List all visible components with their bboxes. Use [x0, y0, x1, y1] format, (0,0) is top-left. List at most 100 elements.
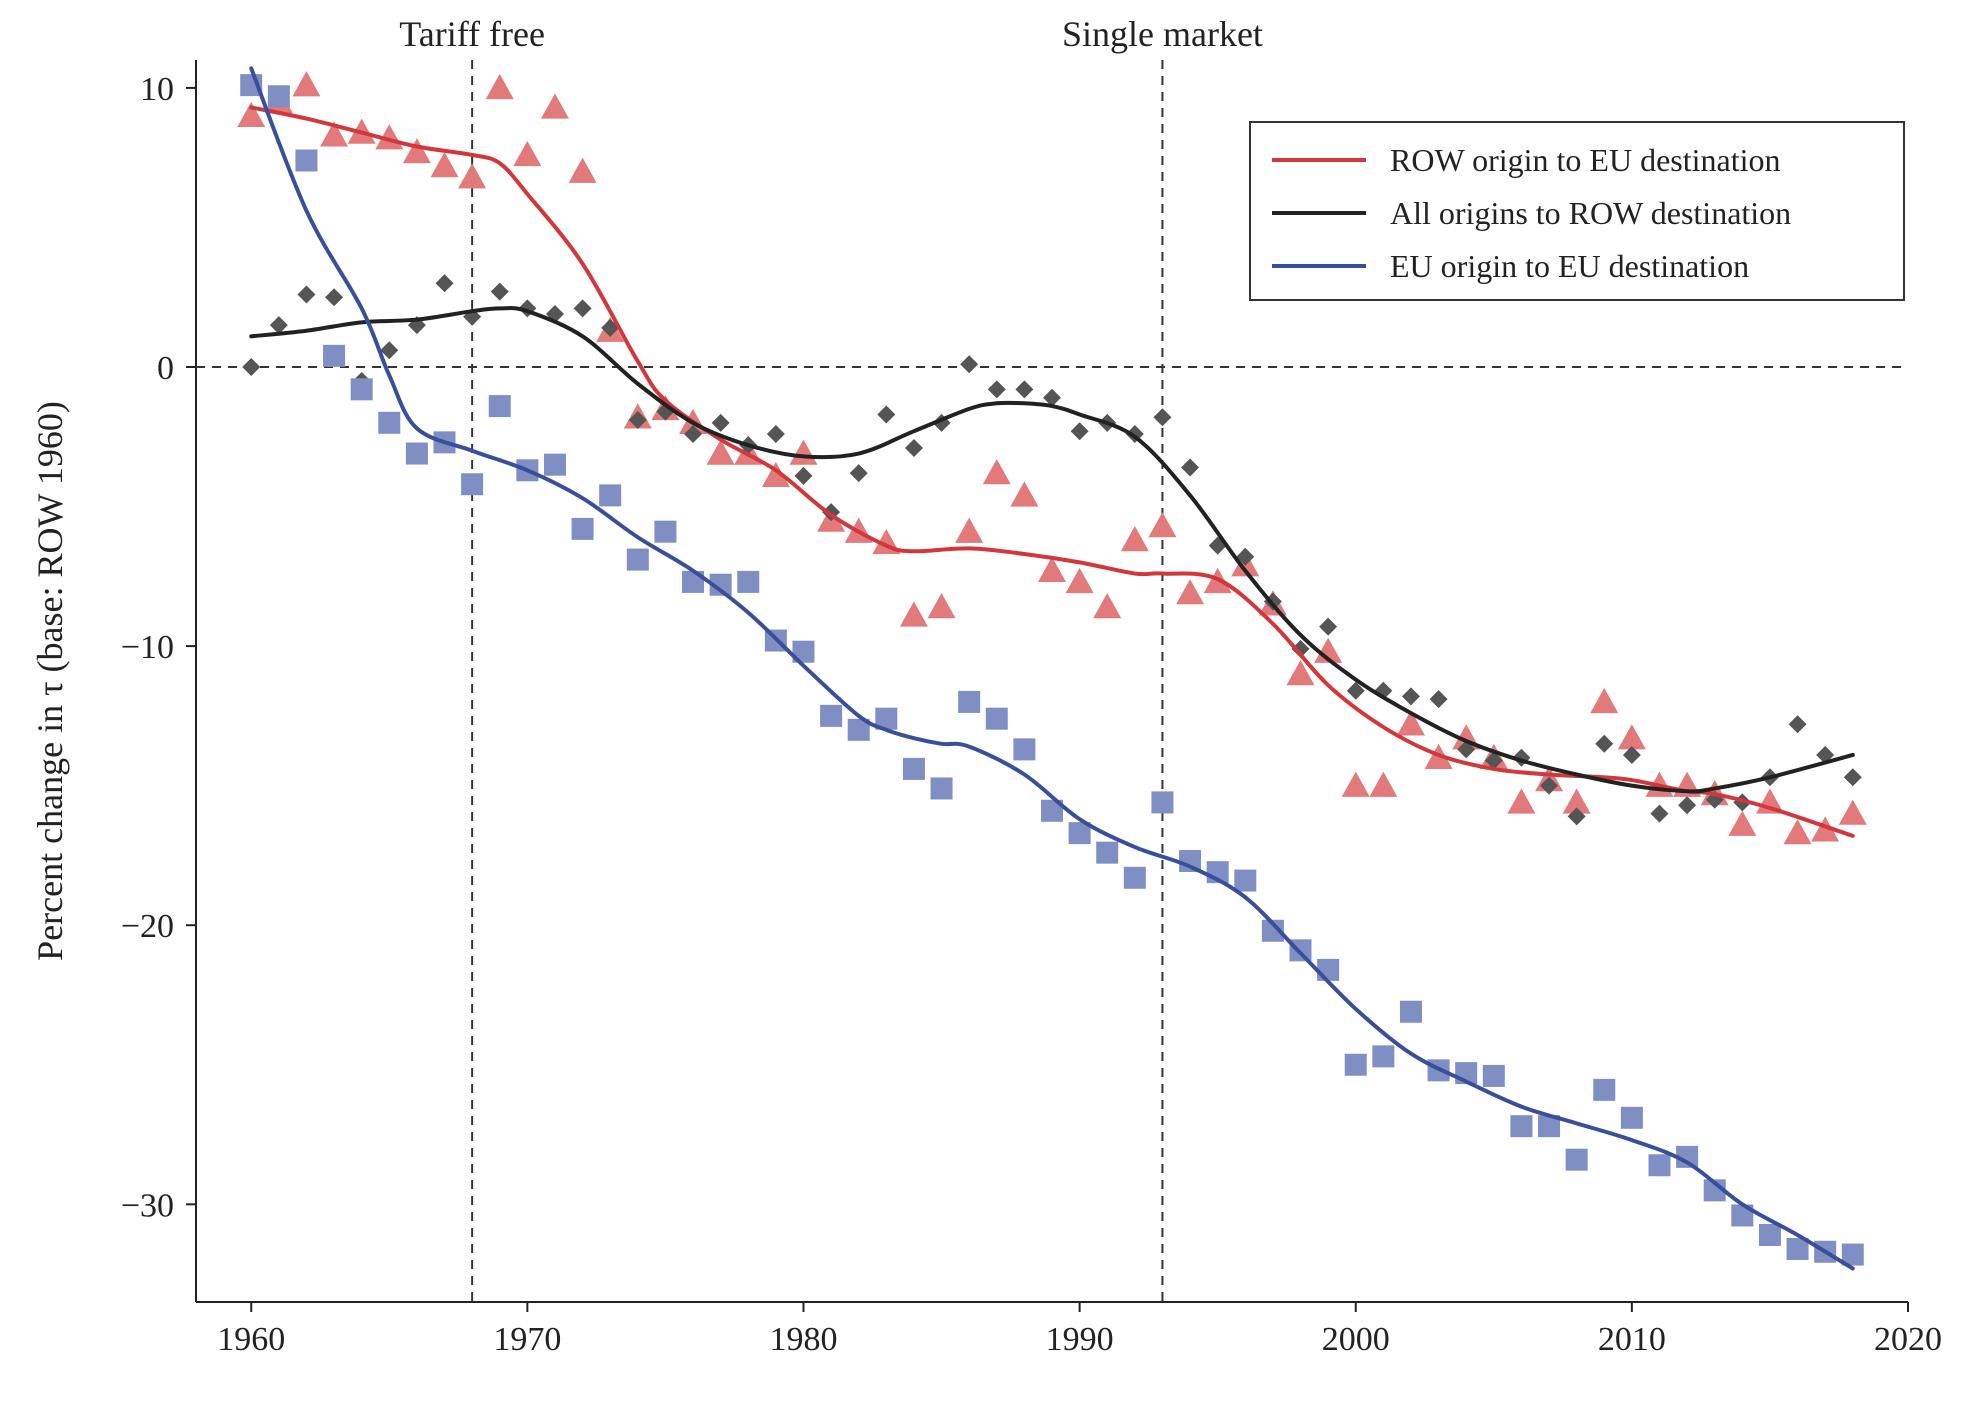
point-diamond	[1567, 807, 1586, 826]
point-diamond	[1153, 408, 1172, 427]
point-diamond	[1595, 734, 1614, 753]
x-tick-label: 2010	[1598, 1321, 1666, 1358]
point-triangle	[1369, 771, 1398, 797]
point-square	[626, 548, 649, 571]
point-square	[930, 777, 953, 800]
point-square	[599, 484, 622, 507]
point-diamond	[325, 288, 344, 307]
point-triangle	[1065, 567, 1094, 594]
point-triangle	[1783, 819, 1812, 845]
y-tick-label: 0	[157, 350, 174, 387]
point-square	[1786, 1237, 1809, 1260]
x-tick-label: 1980	[769, 1321, 837, 1358]
point-diamond	[1291, 639, 1310, 658]
trend-line-series-0	[249, 105, 1855, 838]
point-square	[1261, 919, 1284, 942]
point-diamond	[1484, 751, 1503, 770]
point-diamond	[1622, 745, 1641, 764]
legend: ROW origin to EU destination All origins …	[1249, 121, 1905, 301]
point-triangle	[1176, 579, 1205, 605]
point-diamond	[1181, 458, 1200, 477]
point-square	[1758, 1224, 1781, 1247]
point-triangle	[706, 439, 735, 465]
point-triangle	[1341, 771, 1370, 797]
point-square	[1234, 869, 1257, 892]
point-diamond	[1015, 380, 1034, 399]
y-tick-label: −10	[121, 629, 174, 666]
legend-label: ROW origin to EU destination	[1390, 142, 1780, 178]
point-diamond	[1401, 687, 1420, 706]
point-square	[1676, 1145, 1699, 1168]
point-square	[405, 442, 428, 465]
point-square	[737, 570, 760, 593]
point-square	[1041, 799, 1063, 822]
point-square	[1565, 1148, 1588, 1171]
point-square	[295, 149, 318, 172]
legend-label: EU origin to EU destination	[1390, 248, 1749, 284]
point-diamond	[766, 424, 785, 443]
point-square	[654, 520, 677, 543]
point-triangle	[1396, 710, 1425, 736]
point-diamond	[1429, 690, 1448, 709]
y-tick-label: 10	[140, 71, 174, 108]
point-triangle	[1562, 788, 1591, 814]
point-square	[323, 344, 346, 367]
y-tick-label: −20	[121, 908, 174, 945]
point-triangle	[1010, 481, 1039, 507]
x-tick-label: 1960	[217, 1321, 285, 1358]
point-diamond	[794, 466, 813, 485]
point-diamond	[711, 413, 730, 432]
point-diamond	[1678, 796, 1697, 815]
point-diamond	[1650, 804, 1669, 823]
point-diamond	[684, 424, 703, 443]
point-diamond	[877, 405, 896, 424]
point-square	[1013, 738, 1036, 761]
point-square	[875, 707, 898, 730]
point-triangle	[1314, 637, 1343, 663]
point-diamond	[849, 464, 868, 483]
point-diamond	[1788, 715, 1807, 734]
trend-line-series-2	[249, 66, 1855, 1271]
point-triangle	[1838, 799, 1867, 825]
point-triangle	[927, 593, 956, 619]
point-square	[1841, 1243, 1864, 1266]
point-diamond	[987, 380, 1006, 399]
point-triangle	[1093, 593, 1122, 619]
x-tick-label: 2020	[1874, 1321, 1942, 1358]
point-square	[1593, 1078, 1616, 1101]
point-square	[1372, 1045, 1395, 1068]
point-triangle	[458, 163, 487, 189]
point-diamond	[242, 358, 261, 377]
point-square	[792, 640, 815, 663]
point-triangle	[1507, 788, 1536, 814]
point-diamond	[297, 285, 316, 304]
point-square	[902, 757, 925, 780]
point-triangle	[1148, 512, 1177, 538]
point-diamond	[380, 341, 399, 360]
point-diamond	[1236, 547, 1255, 566]
point-diamond	[1540, 776, 1559, 795]
point-square	[1648, 1154, 1671, 1177]
point-triangle	[1590, 687, 1619, 714]
point-square	[1538, 1115, 1561, 1138]
point-diamond	[1346, 681, 1365, 700]
point-square	[378, 411, 401, 434]
trend-lines	[249, 66, 1855, 1271]
point-triangle	[1728, 810, 1757, 836]
event-label-1993: Single market	[1062, 14, 1263, 54]
point-triangle	[237, 101, 266, 128]
point-square	[1620, 1106, 1643, 1129]
y-axis-title: Percent change in τ (base: ROW 1960)	[30, 401, 70, 961]
point-square	[1399, 1000, 1422, 1023]
point-diamond	[628, 411, 647, 430]
point-diamond	[904, 438, 923, 457]
point-diamond	[1319, 617, 1338, 636]
point-diamond	[269, 316, 288, 335]
point-diamond	[1070, 422, 1089, 441]
point-triangle	[1286, 660, 1315, 686]
point-triangle	[1617, 724, 1646, 750]
point-square	[1123, 866, 1146, 889]
point-square	[543, 453, 566, 476]
point-square	[350, 378, 373, 401]
